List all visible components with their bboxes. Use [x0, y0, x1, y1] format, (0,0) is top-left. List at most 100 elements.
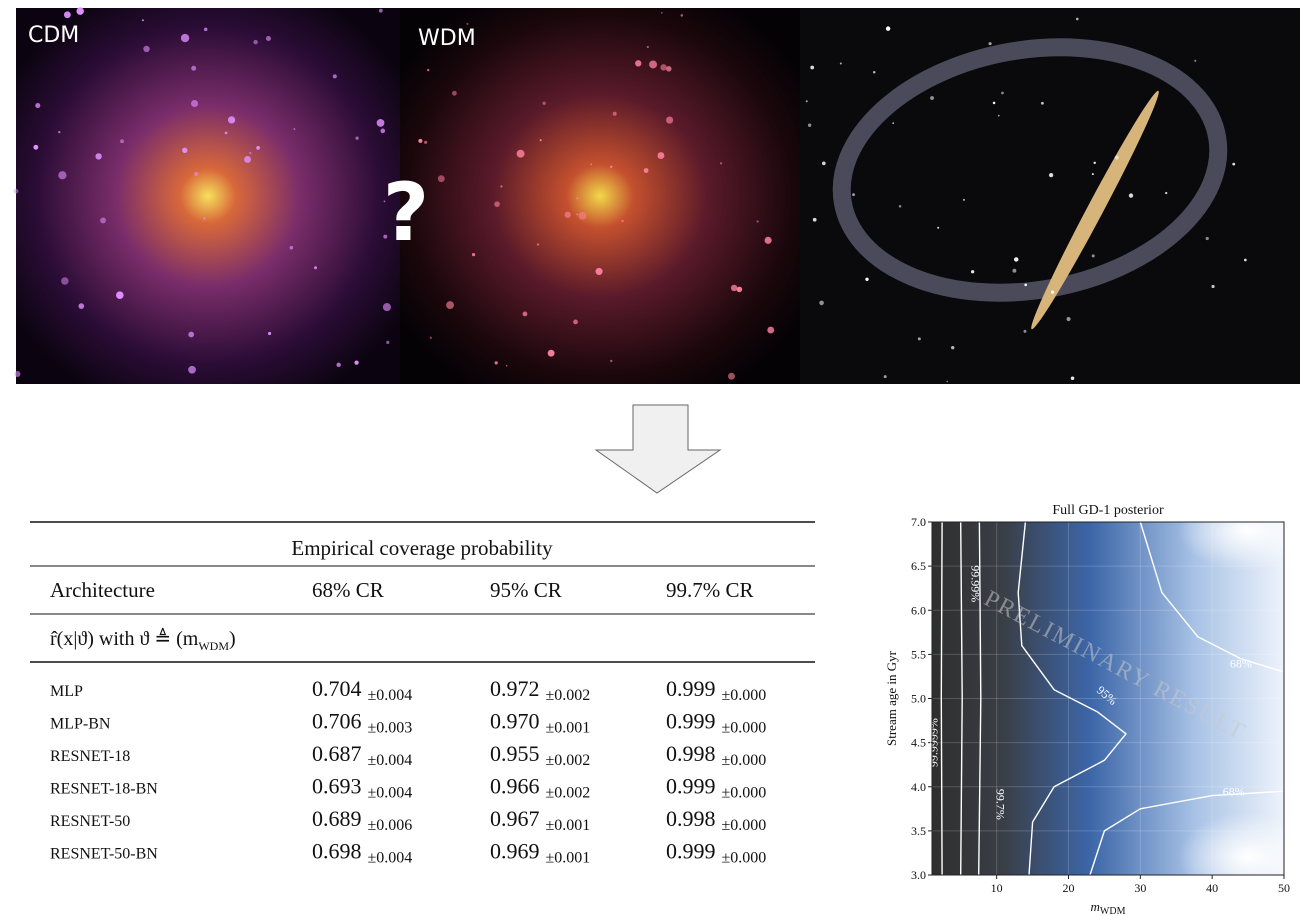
star — [720, 162, 722, 164]
cell-error: ±0.004 — [368, 687, 413, 704]
star — [767, 327, 774, 334]
star — [899, 205, 902, 208]
cell-value: 0.706 — [312, 709, 362, 734]
subheader-text: r̂(x|ϑ) with ϑ ≜ (m — [50, 627, 199, 650]
star — [565, 212, 571, 218]
star — [1024, 284, 1027, 287]
star — [819, 301, 824, 306]
contour-label: 68% — [1223, 785, 1245, 799]
star — [852, 193, 855, 196]
star — [540, 139, 542, 141]
image-label: WDM — [418, 26, 476, 51]
cell-error: ±0.000 — [722, 687, 767, 704]
star — [573, 320, 578, 325]
star — [661, 12, 663, 14]
star — [354, 361, 358, 365]
column-header: 95% CR — [490, 578, 562, 602]
star — [61, 277, 69, 285]
row-name: RESNET-50-BN — [50, 846, 158, 863]
cell-error: ±0.006 — [368, 817, 413, 834]
row-name: MLP — [50, 683, 83, 700]
row-name: RESNET-18 — [50, 748, 130, 765]
star — [810, 66, 814, 70]
cell: 0.967±0.001 — [490, 806, 590, 834]
plot-title: Full GD-1 posterior — [1052, 503, 1164, 518]
star — [182, 148, 187, 153]
column-header: Architecture — [50, 578, 155, 602]
star — [495, 361, 498, 364]
star — [918, 337, 921, 340]
star — [500, 185, 502, 187]
star — [314, 266, 317, 269]
star — [120, 139, 124, 143]
star — [452, 91, 457, 96]
cell: 0.999±0.000 — [666, 839, 766, 867]
y-tick-label: 6.0 — [911, 603, 926, 617]
x-axis-label-main: m — [1091, 899, 1100, 914]
star — [635, 60, 641, 66]
contour-label: 99.7% — [994, 789, 1008, 820]
star — [494, 201, 500, 207]
star — [517, 150, 525, 158]
table: Empirical coverage probability r̂(x|ϑ) w… — [30, 522, 815, 867]
star — [892, 122, 894, 124]
star — [438, 175, 445, 182]
x-tick-label: 40 — [1206, 881, 1218, 895]
cell-value: 0.687 — [312, 741, 362, 766]
star — [971, 270, 974, 273]
star — [1066, 317, 1070, 321]
cell: 0.998±0.000 — [666, 806, 766, 834]
x-tick-label: 50 — [1278, 881, 1290, 895]
cell-error: ±0.000 — [722, 752, 767, 769]
star — [548, 350, 555, 357]
star — [446, 301, 454, 309]
star — [268, 332, 271, 335]
cell-value: 0.966 — [490, 774, 540, 799]
star — [1071, 377, 1075, 381]
cell-value: 0.999 — [666, 709, 716, 734]
cell-value: 0.967 — [490, 806, 540, 831]
table-title: Empirical coverage probability — [291, 536, 553, 560]
cell: 0.966±0.002 — [490, 774, 590, 802]
cell-error: ±0.000 — [722, 850, 767, 867]
star — [666, 116, 673, 123]
question-mark: ? — [383, 166, 429, 259]
star — [380, 129, 385, 134]
cell-value: 0.689 — [312, 806, 362, 831]
column-header: 99.7% CR — [666, 578, 754, 602]
cell-error: ±0.004 — [368, 850, 413, 867]
x-tick-label: 10 — [991, 881, 1003, 895]
star — [76, 7, 83, 14]
cell-value: 0.998 — [666, 741, 716, 766]
cell-error: ±0.000 — [722, 817, 767, 834]
star — [418, 139, 422, 143]
star — [865, 278, 868, 281]
y-tick-label: 4.5 — [911, 736, 926, 750]
star — [95, 153, 101, 159]
cell-error: ±0.001 — [546, 720, 591, 737]
cell-error: ±0.000 — [722, 785, 767, 802]
cell: 0.970±0.001 — [490, 709, 590, 737]
star — [203, 217, 205, 219]
subheader-sub: WDM — [198, 639, 229, 653]
cell-error: ±0.002 — [546, 687, 591, 704]
subheader: r̂(x|ϑ) with ϑ ≜ (mWDM) — [50, 627, 236, 653]
star — [253, 40, 257, 44]
contour-label: 99.9999% — [927, 718, 941, 767]
plot: 10203040503.03.54.04.55.05.56.06.57.068%… — [884, 491, 1307, 916]
star — [621, 220, 623, 222]
star — [1014, 257, 1018, 261]
star — [647, 46, 649, 48]
cell: 0.704±0.004 — [312, 676, 412, 704]
y-axis-label: Stream age in Gyr — [884, 650, 899, 746]
star — [808, 124, 811, 127]
star — [204, 28, 208, 32]
star — [33, 145, 38, 150]
cell-error: ±0.004 — [368, 785, 413, 802]
cell: 0.969±0.001 — [490, 839, 590, 867]
x-tick-label: 20 — [1062, 881, 1074, 895]
cell: 0.999±0.000 — [666, 676, 766, 704]
star — [78, 303, 84, 309]
cell-error: ±0.004 — [368, 752, 413, 769]
star — [537, 243, 539, 245]
